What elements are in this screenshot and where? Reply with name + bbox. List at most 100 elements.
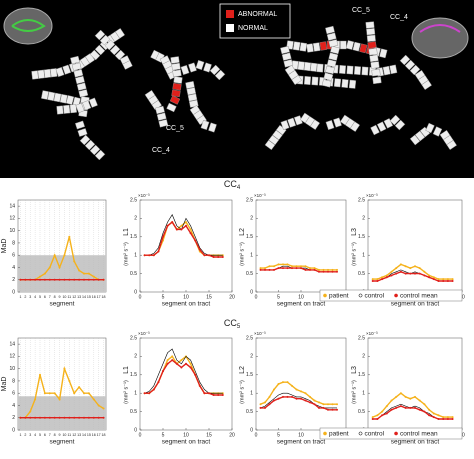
tract-segment	[272, 129, 283, 141]
tract-segment	[346, 65, 354, 75]
series-point	[437, 417, 440, 420]
y-tick-label: 4	[12, 403, 15, 409]
series-point	[78, 269, 81, 272]
series-point	[304, 268, 307, 271]
series-point	[327, 408, 329, 411]
series-point	[442, 417, 445, 420]
legend-label: control	[365, 431, 385, 438]
x-axis-label: segment on tract	[162, 439, 211, 446]
x-tick-label: 5	[277, 432, 280, 438]
y-tick-label: 2	[12, 415, 15, 421]
tract-segment	[73, 69, 84, 78]
series-point	[291, 395, 293, 398]
series-point	[371, 279, 374, 282]
x-tick-label: 12	[72, 295, 76, 299]
series-point	[198, 384, 201, 387]
series-point	[268, 395, 271, 398]
series-point	[198, 248, 201, 251]
series-point	[73, 278, 76, 281]
series-point	[442, 279, 445, 282]
tract-segment	[341, 79, 349, 88]
tract-segment	[47, 91, 56, 101]
y-tick-label: 2.5	[246, 335, 253, 341]
series-point	[313, 403, 316, 406]
series-point	[189, 366, 192, 369]
series-point	[83, 392, 85, 395]
series-point	[395, 406, 398, 409]
tract-segment	[370, 61, 380, 69]
tract-segment	[62, 64, 72, 75]
tract-segment	[99, 34, 111, 46]
tract-segment	[404, 59, 416, 71]
tract-segment	[84, 139, 96, 151]
series-point	[92, 398, 95, 401]
tract-segment	[340, 40, 347, 50]
series-point	[97, 416, 100, 419]
tract-segment	[65, 95, 75, 105]
series-point	[282, 263, 284, 266]
series-point	[143, 392, 146, 395]
x-tick-label: 15	[87, 433, 91, 437]
series-point	[277, 267, 280, 270]
tract-segment	[114, 49, 126, 61]
tract-segment	[156, 112, 167, 121]
series-point	[43, 272, 46, 275]
series-point	[414, 406, 416, 409]
series-point	[68, 278, 71, 281]
x-tick-label: 1	[19, 295, 21, 299]
row-title-sub: 5	[237, 324, 241, 330]
series-point	[331, 408, 334, 411]
tract-segment	[180, 65, 190, 75]
series-point	[68, 235, 71, 238]
series-point	[286, 395, 289, 398]
x-tick-label: 5	[39, 433, 41, 437]
series-point	[446, 416, 449, 419]
y-tick-label: 12	[9, 354, 15, 360]
series-point	[395, 395, 398, 398]
y-tick-label: 1.5	[246, 234, 253, 240]
y-tick-label: 2	[250, 354, 253, 360]
series-point	[171, 221, 174, 224]
series-point	[409, 397, 412, 400]
series-point	[53, 254, 56, 257]
series-point	[451, 278, 454, 281]
y-tick-label: 8	[12, 378, 15, 384]
tract-segment	[306, 43, 314, 53]
tract-segment	[389, 64, 398, 75]
series-point	[295, 265, 298, 268]
series-point	[390, 408, 393, 411]
x-tick-label: 7	[49, 295, 51, 299]
series-point	[24, 416, 27, 419]
tract-segment	[109, 44, 121, 56]
series-point	[157, 381, 160, 384]
tract-segment	[292, 41, 301, 51]
series-point	[180, 224, 183, 227]
y-axis-unit: (mm² s⁻¹)	[351, 380, 357, 404]
y-tick-label: 1.5	[130, 372, 137, 378]
tract-segment	[171, 89, 181, 98]
series-point	[180, 228, 183, 231]
series-point	[166, 359, 169, 362]
series-point	[34, 398, 37, 401]
series-point	[264, 267, 266, 270]
y-axis-label: L1	[123, 228, 130, 236]
series-point	[83, 416, 85, 419]
x-tick-label: 10	[298, 432, 304, 438]
series-point	[385, 405, 388, 408]
series-point	[29, 410, 32, 413]
y-tick-label: 0	[250, 289, 253, 295]
x-tick-label: 5	[162, 432, 165, 438]
tract-segment	[319, 41, 328, 51]
series-point	[53, 416, 56, 419]
x-tick-label: 8	[54, 295, 56, 299]
y-scale-label: ×10⁻³	[138, 331, 150, 336]
y-tick-label: 4	[12, 265, 15, 271]
x-axis-label: segment on tract	[162, 301, 211, 308]
series-point	[92, 416, 95, 419]
series-point	[327, 268, 329, 271]
legend-label: patient	[329, 293, 349, 300]
tract-segment	[361, 66, 369, 76]
series-point	[395, 267, 398, 270]
series-point	[309, 268, 311, 271]
legend-swatch	[226, 24, 234, 32]
